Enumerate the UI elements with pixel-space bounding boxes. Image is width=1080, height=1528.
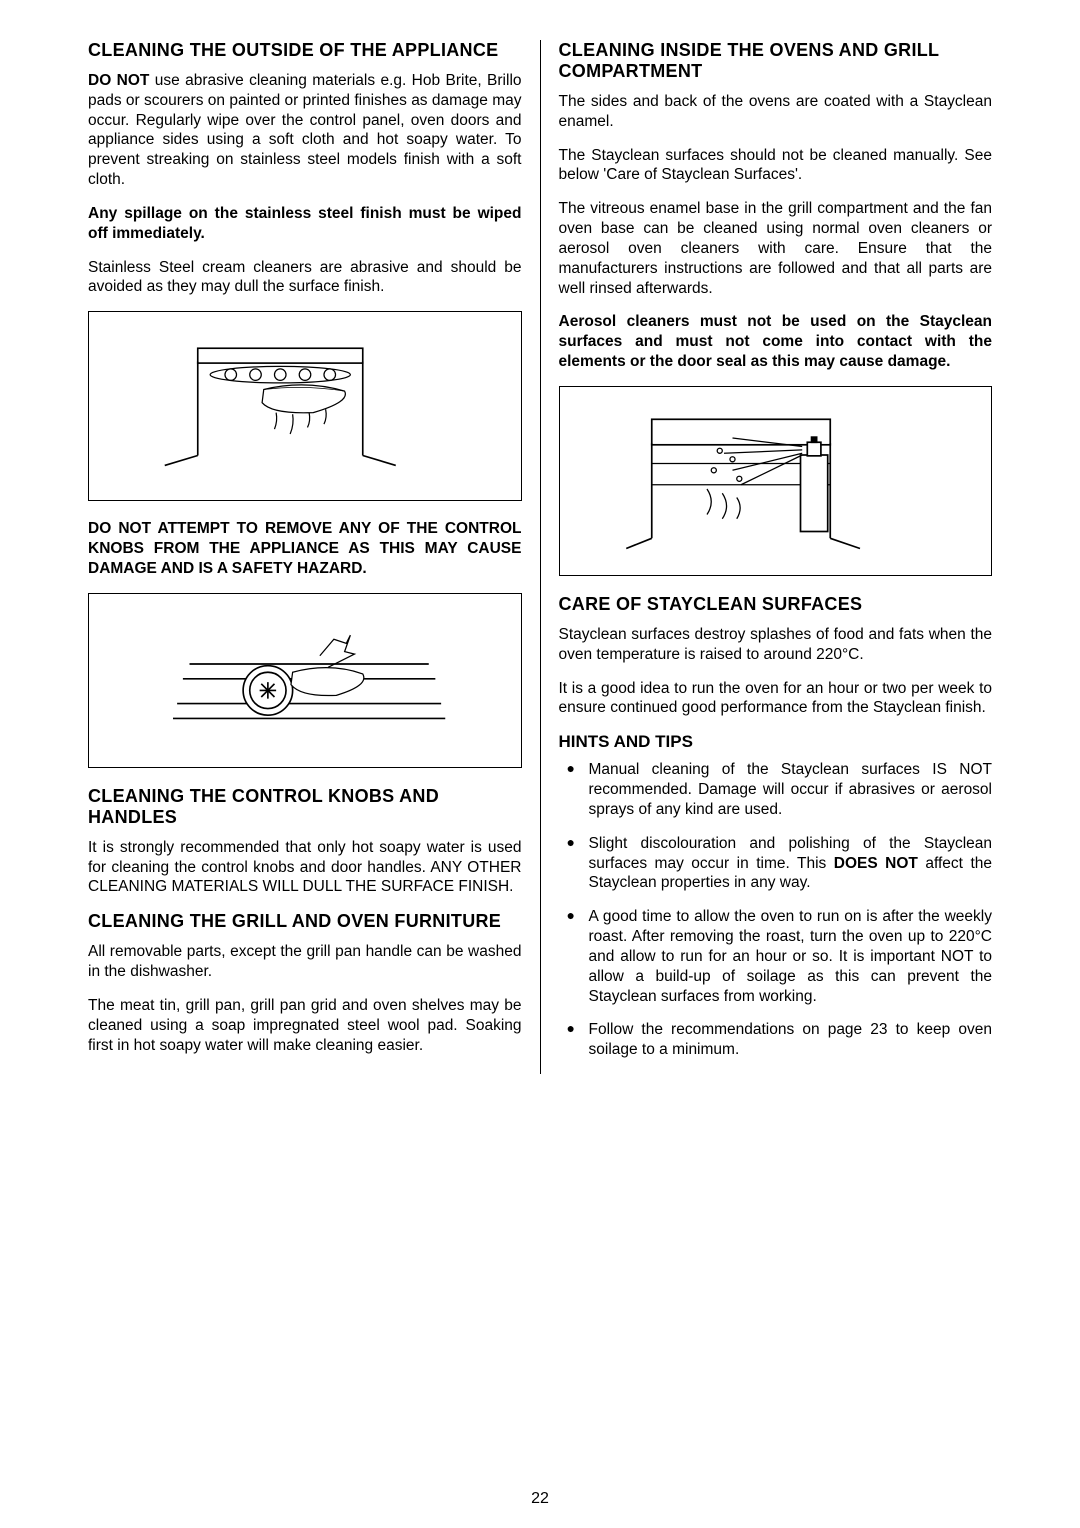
para-stainless-cream: Stainless Steel cream cleaners are abras… (88, 258, 522, 298)
knob-illustration (140, 603, 470, 758)
hint-item-2: Slight discolouration and polishing of t… (559, 834, 993, 893)
para-removable-parts: All removable parts, except the grill pa… (88, 942, 522, 982)
figure-knob (88, 593, 522, 768)
heading-hints-tips: HINTS AND TIPS (559, 732, 993, 752)
para-aerosol-warning: Aerosol cleaners must not be used on the… (559, 312, 993, 371)
para-do-not: DO NOT use abrasive cleaning materials e… (88, 71, 522, 190)
para-good-idea: It is a good idea to run the oven for an… (559, 679, 993, 719)
heading-care-stayclean: CARE OF STAYCLEAN SURFACES (559, 594, 993, 615)
hint-item-1: Manual cleaning of the Stayclean surface… (559, 760, 993, 819)
para-vitreous: The vitreous enamel base in the grill co… (559, 199, 993, 298)
para-stayclean-enamel: The sides and back of the ovens are coat… (559, 92, 993, 132)
hint2-b: DOES NOT (834, 855, 918, 872)
hint-item-3: A good time to allow the oven to run on … (559, 907, 993, 1006)
control-panel-illustration (140, 321, 470, 491)
heading-grill-furniture: CLEANING THE GRILL AND OVEN FURNITURE (88, 911, 522, 932)
para-spillage-warning: Any spillage on the stainless steel fini… (88, 204, 522, 244)
para-knobs-handles: It is strongly recommended that only hot… (88, 838, 522, 897)
do-not-text: use abrasive cleaning materials e.g. Hob… (88, 72, 522, 188)
do-not-strong: DO NOT (88, 72, 149, 89)
heading-cleaning-outside: CLEANING THE OUTSIDE OF THE APPLIANCE (88, 40, 522, 61)
para-meat-tin: The meat tin, grill pan, grill pan grid … (88, 996, 522, 1055)
figure-control-panel (88, 311, 522, 501)
para-knob-warning: DO NOT ATTEMPT TO REMOVE ANY OF THE CONT… (88, 519, 522, 578)
para-not-manual: The Stayclean surfaces should not be cle… (559, 146, 993, 186)
hint-item-4: Follow the recommendations on page 23 to… (559, 1020, 993, 1060)
para-stayclean-destroy: Stayclean surfaces destroy splashes of f… (559, 625, 993, 665)
figure-spray (559, 386, 993, 576)
heading-knobs-handles: CLEANING THE CONTROL KNOBS AND HANDLES (88, 786, 522, 828)
page-number: 22 (0, 1490, 1080, 1508)
hints-list: Manual cleaning of the Stayclean surface… (559, 760, 993, 1060)
spray-illustration (605, 393, 945, 568)
heading-cleaning-inside: CLEANING INSIDE THE OVENS AND GRILL COMP… (559, 40, 993, 82)
